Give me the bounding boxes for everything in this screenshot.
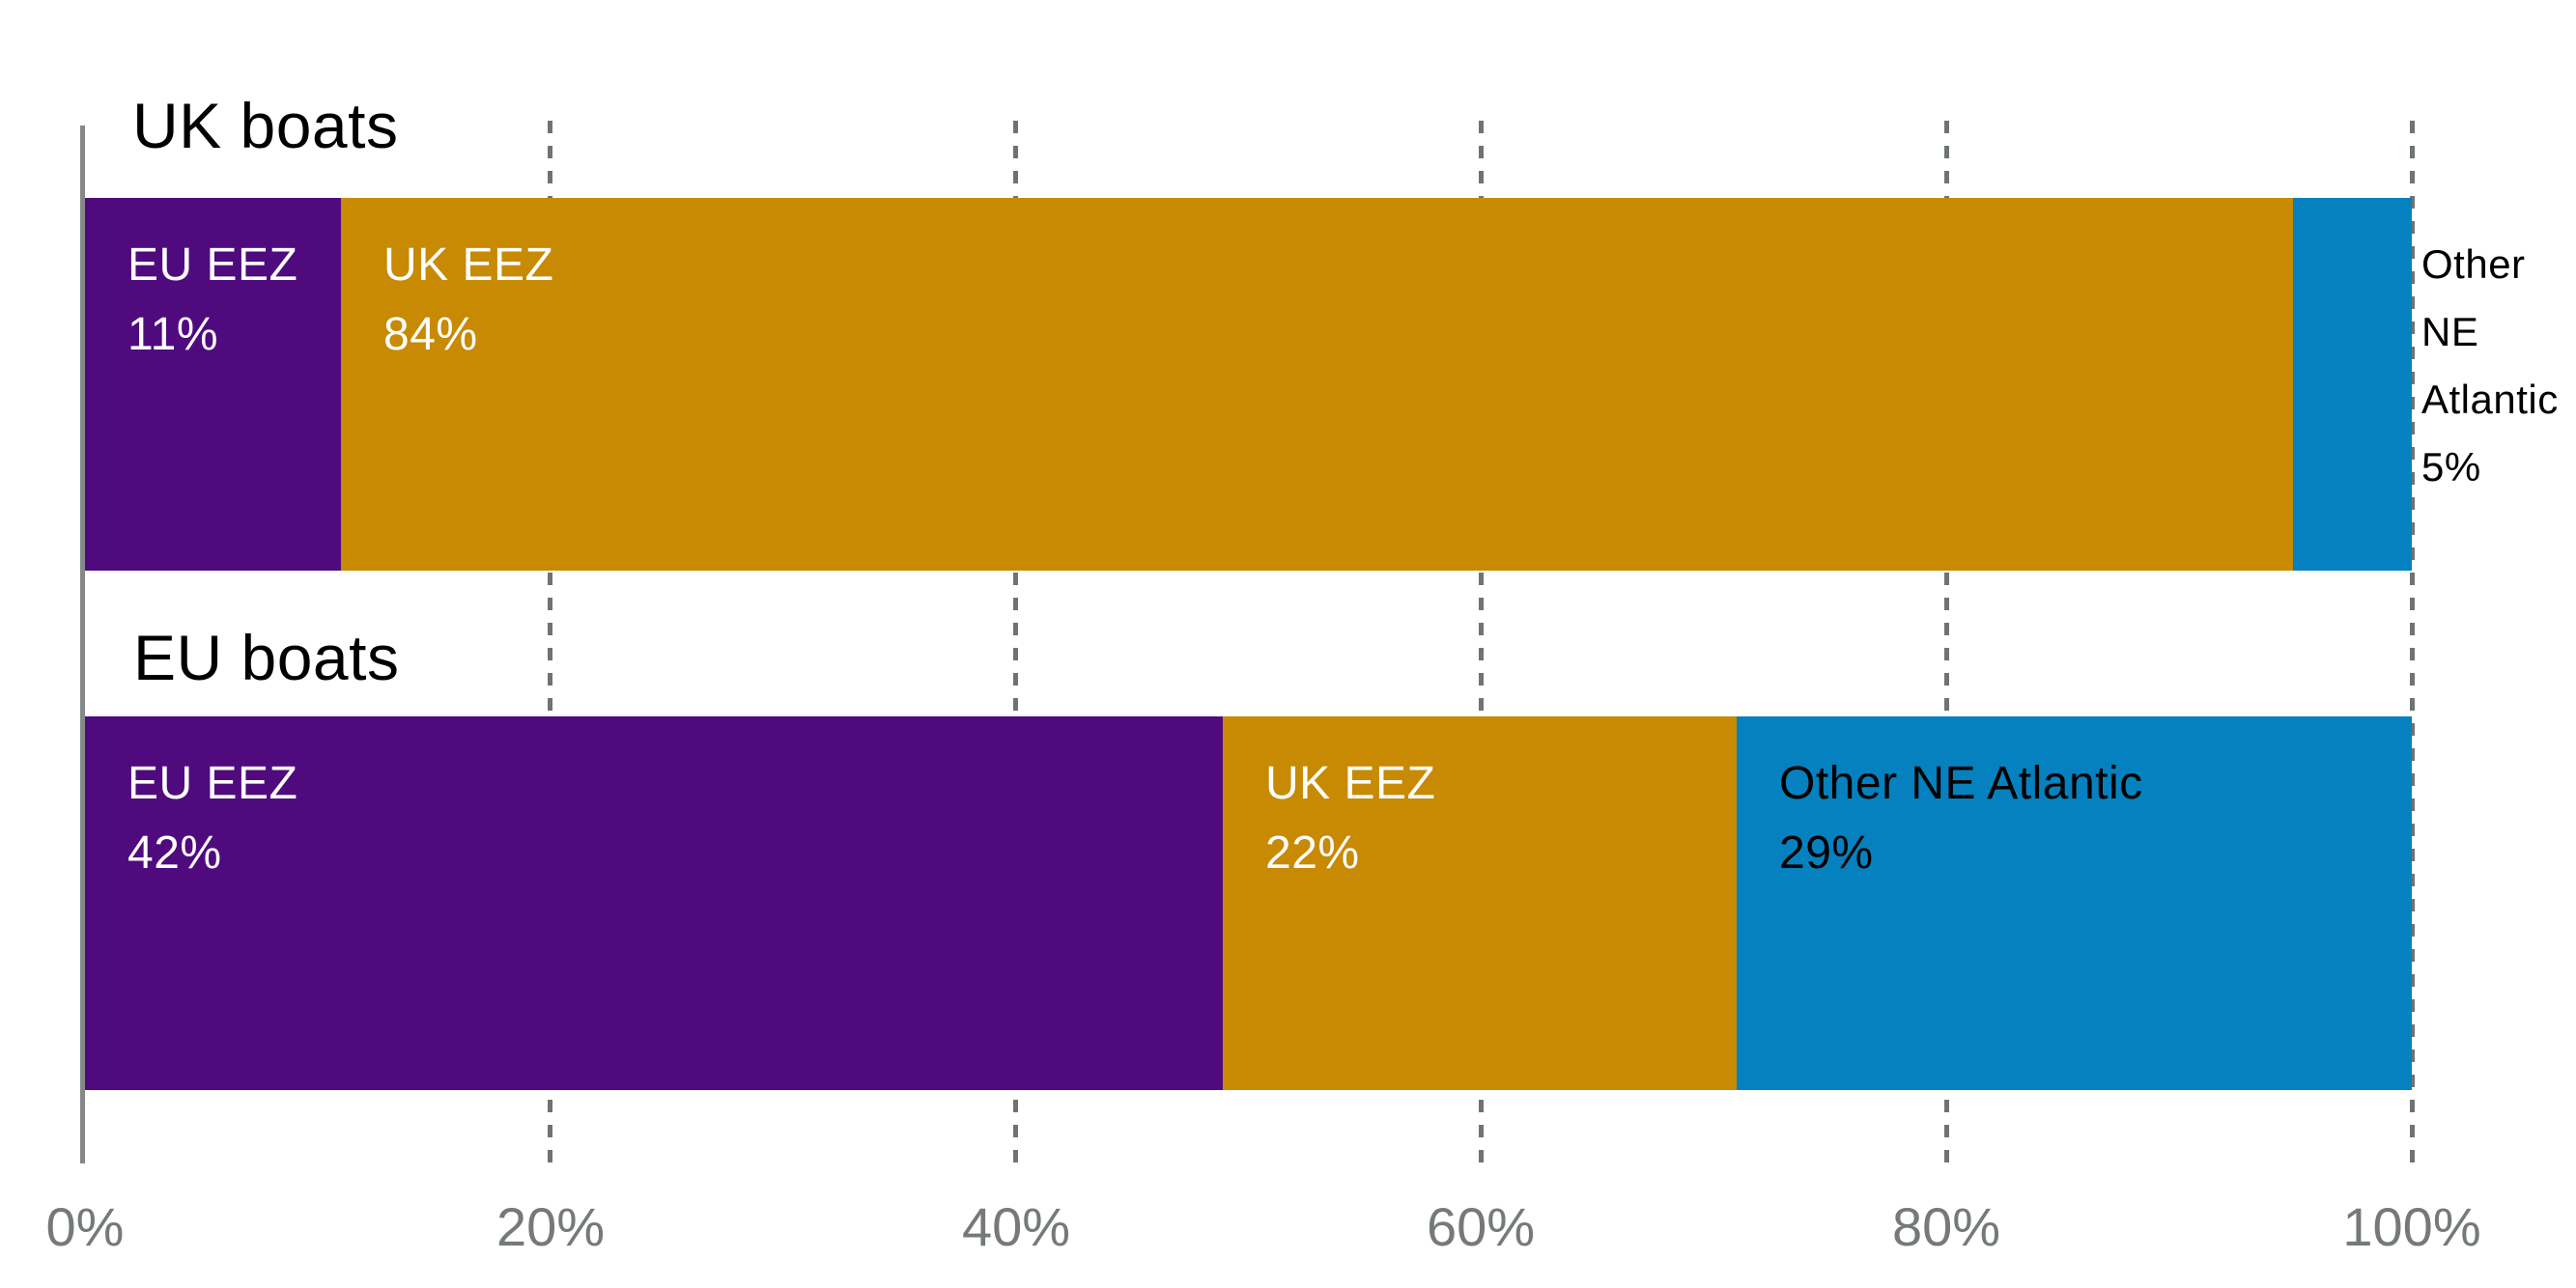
row-title-eu-boats: EU boats bbox=[133, 622, 400, 693]
segment-label-line: Other bbox=[2421, 241, 2526, 287]
segment-label-line: 29% bbox=[1779, 827, 1874, 879]
gridline-40 bbox=[1013, 121, 1018, 1163]
gridline-80 bbox=[1944, 121, 1949, 1163]
segment-label-line: 22% bbox=[1265, 827, 1360, 879]
tick-label-40: 40% bbox=[961, 1196, 1071, 1257]
segment-label: Other NE Atlantic 5% bbox=[2421, 231, 2559, 501]
segment-label: Other NE Atlantic 29% bbox=[1779, 749, 2143, 888]
segment-label-line: UK EEZ bbox=[1265, 758, 1436, 809]
tick-label-80: 80% bbox=[1891, 1196, 2001, 1257]
bar-segment-other-ne-atlantic bbox=[2293, 198, 2412, 571]
gridline-20 bbox=[548, 121, 552, 1163]
bar-segment-eu-eez: EU EEZ 11% bbox=[85, 198, 341, 571]
segment-label-line: UK EEZ bbox=[383, 239, 554, 291]
tick-label-0: 0% bbox=[45, 1196, 125, 1257]
segment-label-line: EU EEZ bbox=[127, 239, 298, 291]
bar-segment-eu-eez: EU EEZ 42% bbox=[85, 716, 1223, 1090]
segment-label-line: 84% bbox=[383, 309, 478, 360]
row-title-uk-boats: UK boats bbox=[132, 90, 399, 161]
bar-segment-other-ne-atlantic: Other NE Atlantic 29% bbox=[1737, 716, 2412, 1090]
gridline-100 bbox=[2410, 121, 2415, 1163]
tick-label-100: 100% bbox=[2342, 1196, 2481, 1257]
segment-label: EU EEZ 11% bbox=[127, 231, 297, 370]
y-axis-line bbox=[80, 126, 85, 1163]
segment-label-line: EU EEZ bbox=[127, 758, 298, 809]
segment-label-line: NE bbox=[2421, 309, 2479, 354]
segment-label: EU EEZ 42% bbox=[127, 749, 297, 888]
segment-label-line: 11% bbox=[127, 309, 219, 360]
gridline-60 bbox=[1479, 121, 1484, 1163]
bar-segment-uk-eez: UK EEZ 22% bbox=[1223, 716, 1737, 1090]
segment-label-line: 5% bbox=[2421, 444, 2481, 490]
segment-label: UK EEZ 84% bbox=[383, 231, 553, 370]
bar-eu-boats: EU EEZ 42% UK EEZ 22% Other NE Atlantic 29% bbox=[85, 716, 2412, 1090]
tick-label-60: 60% bbox=[1426, 1196, 1536, 1257]
bar-uk-boats: EU EEZ 11% UK EEZ 84% Other NE Atlantic 5% bbox=[85, 198, 2558, 571]
segment-label-line: Other NE Atlantic bbox=[1779, 758, 2143, 809]
tick-label-20: 20% bbox=[495, 1196, 606, 1257]
segment-label: UK EEZ 22% bbox=[1265, 749, 1435, 888]
segment-label-line: 42% bbox=[127, 827, 222, 879]
segment-label-line: Atlantic bbox=[2421, 377, 2559, 422]
bar-segment-uk-eez: UK EEZ 84% bbox=[341, 198, 2293, 571]
